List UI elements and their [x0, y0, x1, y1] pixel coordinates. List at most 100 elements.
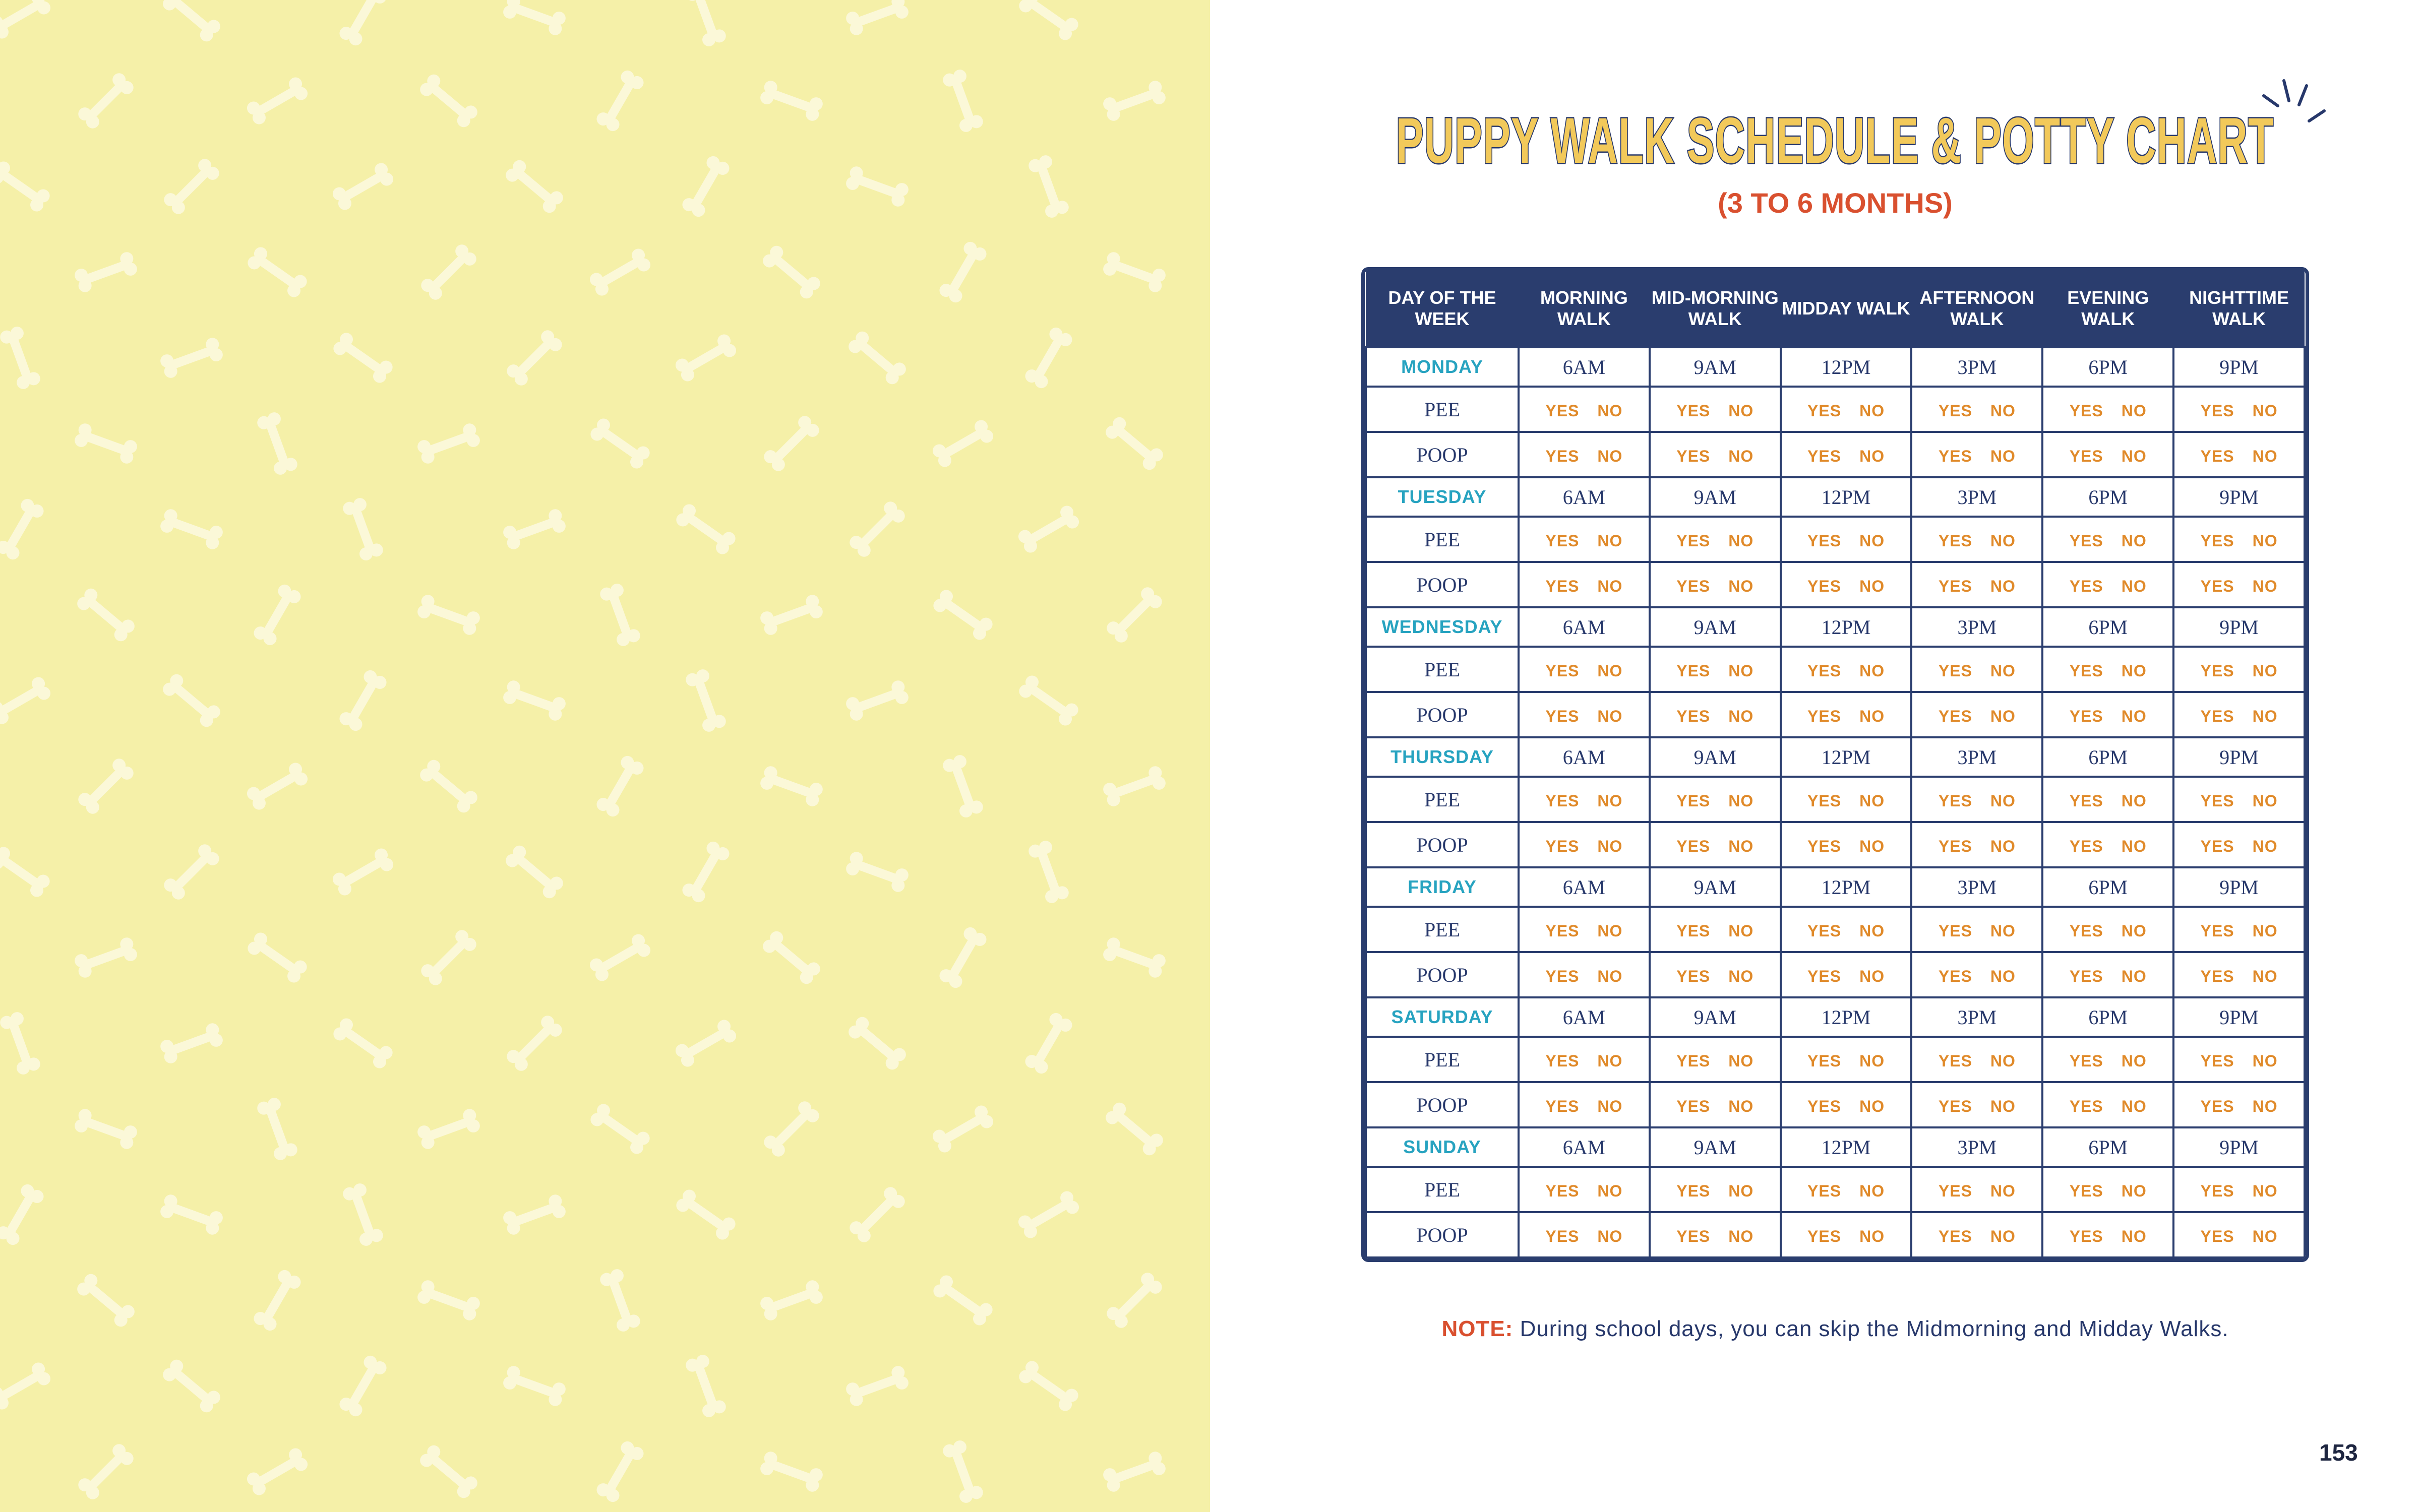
no-option[interactable]: NO — [1859, 401, 1885, 420]
no-option[interactable]: NO — [2121, 577, 2147, 595]
no-option[interactable]: NO — [1859, 1097, 1885, 1115]
yes-option[interactable]: YES — [1807, 1097, 1842, 1115]
no-option[interactable]: NO — [1597, 447, 1623, 465]
yes-option[interactable]: YES — [1938, 921, 1972, 940]
no-option[interactable]: NO — [2121, 1051, 2147, 1070]
yes-option[interactable]: YES — [2069, 707, 2103, 725]
no-option[interactable]: NO — [2121, 1227, 2147, 1245]
yes-option[interactable]: YES — [2200, 577, 2234, 595]
no-option[interactable]: NO — [2121, 661, 2147, 680]
yes-option[interactable]: YES — [2069, 577, 2103, 595]
yes-option[interactable]: YES — [1676, 1181, 1711, 1200]
yes-option[interactable]: YES — [1676, 921, 1711, 940]
no-option[interactable]: NO — [1597, 531, 1623, 550]
no-option[interactable]: NO — [1597, 707, 1623, 725]
yes-option[interactable]: YES — [1545, 967, 1580, 985]
yes-option[interactable]: YES — [1676, 967, 1711, 985]
yes-option[interactable]: YES — [2069, 401, 2103, 420]
yes-option[interactable]: YES — [1545, 1097, 1580, 1115]
yes-option[interactable]: YES — [2200, 1227, 2234, 1245]
no-option[interactable]: NO — [2121, 707, 2147, 725]
yes-option[interactable]: YES — [2069, 661, 2103, 680]
no-option[interactable]: NO — [1990, 661, 2016, 680]
no-option[interactable]: NO — [1990, 447, 2016, 465]
yes-option[interactable]: YES — [2069, 1051, 2103, 1070]
no-option[interactable]: NO — [1990, 791, 2016, 810]
yes-option[interactable]: YES — [1938, 1097, 1972, 1115]
no-option[interactable]: NO — [1859, 1051, 1885, 1070]
yes-option[interactable]: YES — [1807, 1051, 1842, 1070]
yes-option[interactable]: YES — [2069, 791, 2103, 810]
no-option[interactable]: NO — [1859, 577, 1885, 595]
yes-option[interactable]: YES — [1676, 531, 1711, 550]
no-option[interactable]: NO — [2252, 1227, 2278, 1245]
yes-option[interactable]: YES — [2069, 1227, 2103, 1245]
no-option[interactable]: NO — [2252, 921, 2278, 940]
yes-option[interactable]: YES — [1545, 1181, 1580, 1200]
no-option[interactable]: NO — [1990, 967, 2016, 985]
yes-option[interactable]: YES — [1807, 837, 1842, 855]
yes-option[interactable]: YES — [1807, 661, 1842, 680]
no-option[interactable]: NO — [1597, 1097, 1623, 1115]
no-option[interactable]: NO — [1990, 921, 2016, 940]
yes-option[interactable]: YES — [2069, 837, 2103, 855]
no-option[interactable]: NO — [2252, 577, 2278, 595]
yes-option[interactable]: YES — [1676, 401, 1711, 420]
no-option[interactable]: NO — [2121, 447, 2147, 465]
no-option[interactable]: NO — [2252, 967, 2278, 985]
yes-option[interactable]: YES — [1938, 401, 1972, 420]
no-option[interactable]: NO — [1597, 1051, 1623, 1070]
no-option[interactable]: NO — [1990, 531, 2016, 550]
no-option[interactable]: NO — [2252, 661, 2278, 680]
no-option[interactable]: NO — [1859, 661, 1885, 680]
no-option[interactable]: NO — [1597, 967, 1623, 985]
no-option[interactable]: NO — [1597, 1227, 1623, 1245]
yes-option[interactable]: YES — [2200, 531, 2234, 550]
yes-option[interactable]: YES — [1676, 1227, 1711, 1245]
yes-option[interactable]: YES — [2200, 707, 2234, 725]
no-option[interactable]: NO — [1728, 401, 1754, 420]
yes-option[interactable]: YES — [1807, 1227, 1842, 1245]
no-option[interactable]: NO — [2252, 1097, 2278, 1115]
no-option[interactable]: NO — [1728, 1097, 1754, 1115]
no-option[interactable]: NO — [2121, 791, 2147, 810]
no-option[interactable]: NO — [1859, 1181, 1885, 1200]
yes-option[interactable]: YES — [2069, 447, 2103, 465]
no-option[interactable]: NO — [2121, 967, 2147, 985]
yes-option[interactable]: YES — [1545, 1051, 1580, 1070]
yes-option[interactable]: YES — [1938, 791, 1972, 810]
yes-option[interactable]: YES — [1676, 577, 1711, 595]
yes-option[interactable]: YES — [1938, 967, 1972, 985]
yes-option[interactable]: YES — [1545, 837, 1580, 855]
yes-option[interactable]: YES — [1545, 707, 1580, 725]
no-option[interactable]: NO — [1728, 837, 1754, 855]
no-option[interactable]: NO — [1597, 921, 1623, 940]
no-option[interactable]: NO — [1859, 447, 1885, 465]
yes-option[interactable]: YES — [2200, 1097, 2234, 1115]
yes-option[interactable]: YES — [2200, 791, 2234, 810]
yes-option[interactable]: YES — [1545, 531, 1580, 550]
yes-option[interactable]: YES — [1676, 791, 1711, 810]
yes-option[interactable]: YES — [1807, 707, 1842, 725]
no-option[interactable]: NO — [1859, 791, 1885, 810]
yes-option[interactable]: YES — [2069, 967, 2103, 985]
yes-option[interactable]: YES — [1807, 401, 1842, 420]
no-option[interactable]: NO — [1859, 531, 1885, 550]
no-option[interactable]: NO — [1990, 1051, 2016, 1070]
yes-option[interactable]: YES — [2200, 1051, 2234, 1070]
yes-option[interactable]: YES — [1676, 1051, 1711, 1070]
no-option[interactable]: NO — [2121, 1181, 2147, 1200]
yes-option[interactable]: YES — [1545, 577, 1580, 595]
yes-option[interactable]: YES — [1807, 1181, 1842, 1200]
yes-option[interactable]: YES — [2069, 921, 2103, 940]
no-option[interactable]: NO — [1597, 837, 1623, 855]
yes-option[interactable]: YES — [1545, 401, 1580, 420]
yes-option[interactable]: YES — [1545, 1227, 1580, 1245]
yes-option[interactable]: YES — [1938, 447, 1972, 465]
no-option[interactable]: NO — [1728, 661, 1754, 680]
no-option[interactable]: NO — [2121, 531, 2147, 550]
yes-option[interactable]: YES — [1938, 1227, 1972, 1245]
yes-option[interactable]: YES — [1807, 577, 1842, 595]
yes-option[interactable]: YES — [2200, 447, 2234, 465]
no-option[interactable]: NO — [1728, 577, 1754, 595]
